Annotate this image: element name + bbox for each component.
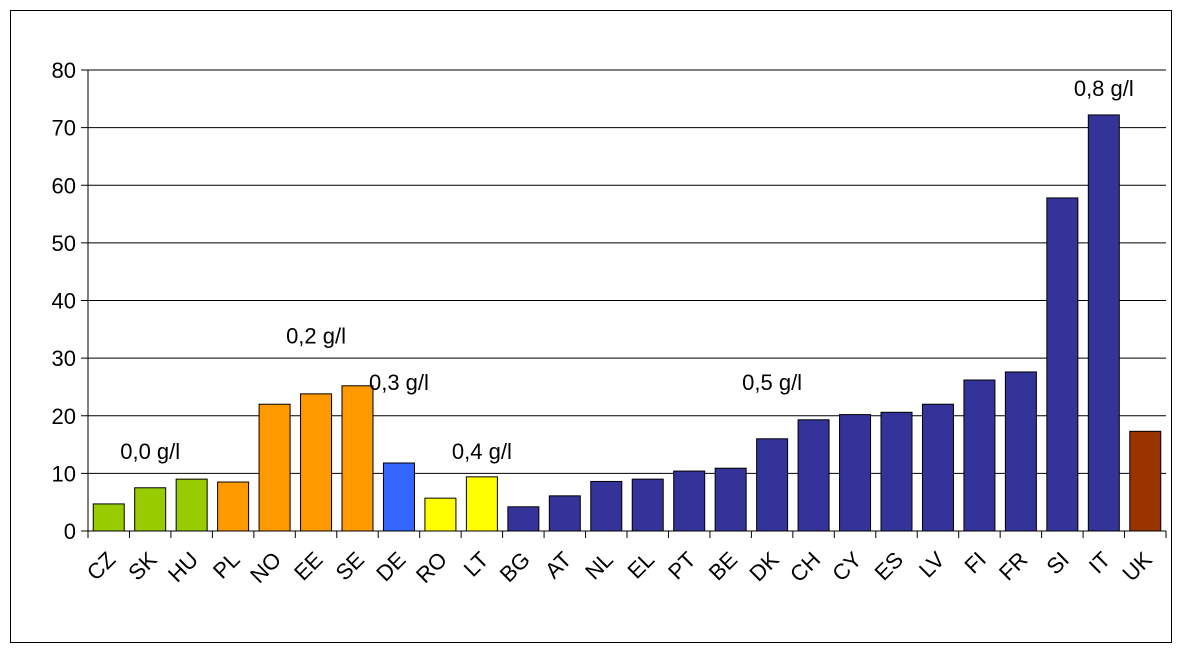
x-tick-label-el: EL [623,547,660,584]
bar-fi [963,379,996,532]
x-tick-label-pl: PL [208,547,245,584]
y-tick-label: 20 [52,404,76,429]
annotation-label: 0,5 g/l [742,370,802,395]
y-tick-label: 60 [52,173,76,198]
bar-es [880,411,913,532]
bar-se [341,385,374,532]
bar-pt [673,470,706,532]
bar-lt [465,476,498,532]
x-tick-label-lv: LV [914,547,950,583]
y-tick-label: 70 [52,116,76,141]
x-tick-label-it: IT [1084,547,1116,579]
bar-fr [1004,371,1037,532]
x-tick-label-de: DE [371,547,410,586]
bar-it [1087,114,1120,532]
y-tick-label: 80 [52,58,76,83]
y-tick-label: 50 [52,231,76,256]
x-tick-label-no: NO [245,547,286,588]
x-tick-label-nl: NL [580,547,618,585]
x-tick-label-uk: UK [1118,547,1158,587]
bar-chart: 0 10 20 30 40 50 60 70 80 CZ SK HU PL NO EE SE DE RO LT BG A… [52,58,1167,588]
gridlines [88,69,1166,474]
bar-si [1046,197,1079,532]
bar-bg [507,506,540,532]
bar-ro [424,497,457,532]
bar-sk [134,487,167,532]
y-tick-label: 30 [52,346,76,371]
y-tick-label: 0 [64,519,76,544]
bar-hu [175,478,208,532]
x-tick-label-si: SI [1041,547,1073,579]
x-tick-label-cy: CY [827,547,867,587]
bar-de [382,462,415,532]
x-tick-label-sk: SK [123,547,162,586]
x-tick-label-dk: DK [744,547,784,587]
x-tick-label-ee: EE [289,547,327,585]
x-tick-label-fr: FR [994,547,1032,585]
x-tick-label-ro: RO [411,547,452,588]
x-tick-label-be: BE [704,547,742,585]
bar-pl [217,481,250,532]
bar-at [548,495,581,532]
y-tick-label: 40 [52,289,76,314]
bar-lv [921,403,954,532]
bar-cz [92,503,125,532]
x-tick-label-hu: HU [163,547,203,587]
annotation-label: 0,2 g/l [286,324,346,349]
x-tick-label-pt: PT [663,547,701,585]
x-tick-label-bg: BG [495,547,535,587]
bar-dk [756,438,789,532]
bar-nl [590,480,623,532]
annotation-label: 0,4 g/l [452,439,512,464]
annotation-label: 0,3 g/l [369,370,429,395]
axes [81,69,1167,538]
x-tick-label-lt: LT [459,547,494,582]
chart-frame: 0 10 20 30 40 50 60 70 80 CZ SK HU PL NO EE SE DE RO LT BG A… [10,10,1172,643]
x-tick-label-cz: CZ [82,547,120,585]
x-tick-label-se: SE [331,547,369,585]
x-tick-label-fi: FI [959,547,991,579]
x-tick-label-ch: CH [785,547,825,587]
x-tick-label-at: AT [540,547,576,583]
annotation-label: 0,8 g/l [1074,76,1134,101]
bar-ee [300,393,333,532]
bar-cy [839,414,872,532]
annotation-label: 0,0 g/l [120,439,180,464]
bar-be [714,467,747,532]
bar-ch [797,419,830,532]
bar-uk [1129,430,1162,532]
bar-no [258,403,291,532]
bars [92,114,1162,532]
bar-el [631,478,664,532]
x-tick-label-es: ES [870,547,908,585]
y-tick-label: 10 [52,461,76,486]
